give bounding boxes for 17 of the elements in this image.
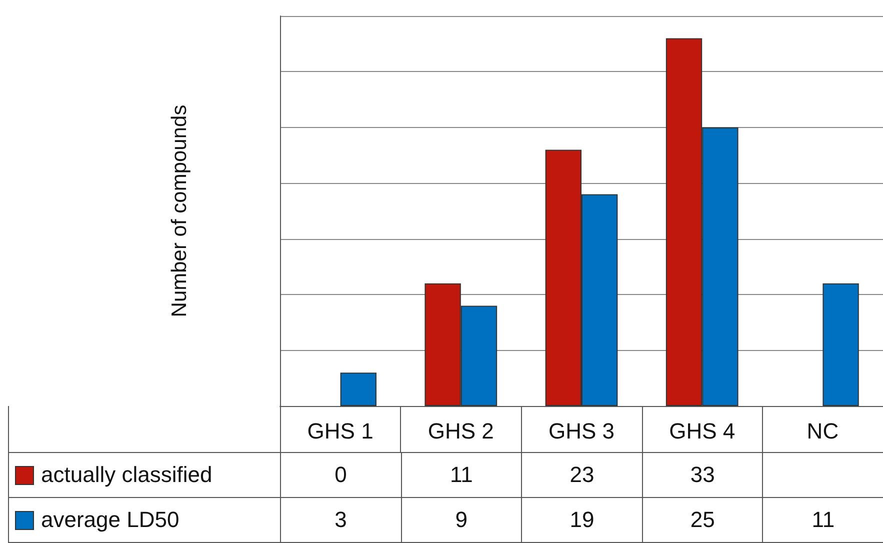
data-label: 23 bbox=[522, 452, 642, 498]
data-label: 11 bbox=[762, 498, 883, 542]
data-label: 25 bbox=[642, 498, 763, 542]
data-label: 33 bbox=[642, 452, 763, 498]
x-tick-label: GHS 2 bbox=[428, 418, 494, 444]
x-tick-label: NC bbox=[806, 418, 839, 444]
data-label: 19 bbox=[522, 498, 642, 542]
y-axis-title: Number of compounds bbox=[168, 104, 191, 318]
legend-label: actually classified bbox=[41, 462, 212, 488]
data-label: 0 bbox=[280, 452, 402, 498]
legend-label: average LD50 bbox=[41, 508, 180, 533]
data-label: 9 bbox=[401, 498, 522, 542]
data-label: 3 bbox=[280, 498, 402, 542]
x-tick-label: GHS 1 bbox=[307, 418, 374, 444]
x-tick-label: GHS 3 bbox=[548, 418, 615, 444]
x-tick-label: GHS 4 bbox=[669, 418, 736, 444]
data-label: 11 bbox=[401, 452, 522, 498]
